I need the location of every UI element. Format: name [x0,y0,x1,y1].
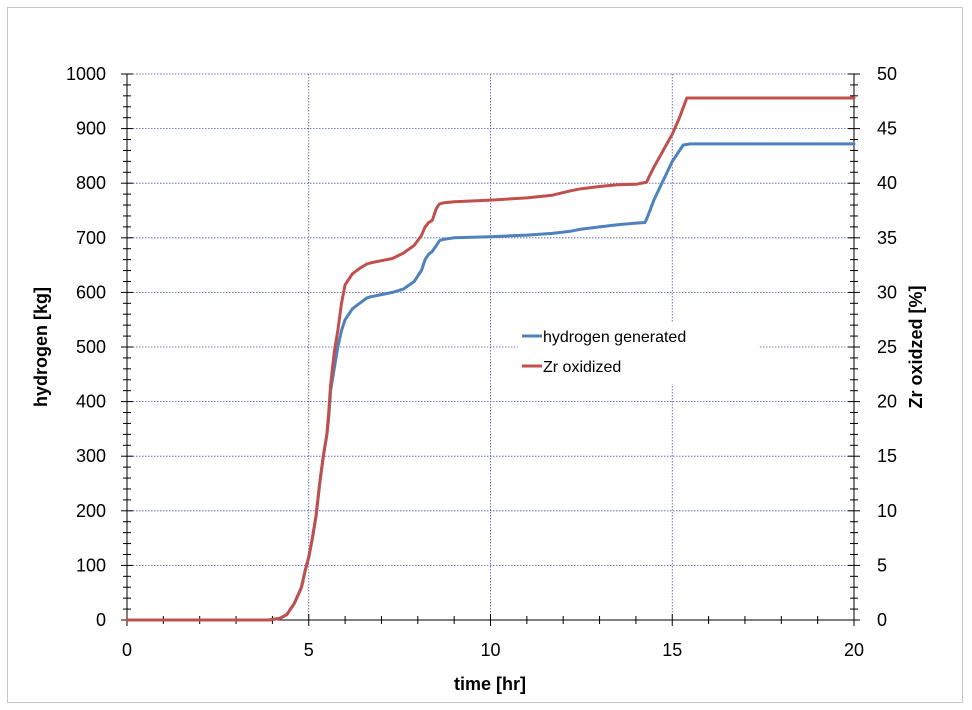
y2-tick-label: 50 [877,64,897,84]
y-tick-label: 800 [76,173,106,193]
legend-label-zr: Zr oxidized [543,359,621,376]
x-tick-label: 15 [662,640,682,660]
x-tick-label: 0 [122,640,132,660]
legend-label-hydrogen: hydrogen generated [543,329,686,346]
y-tick-label: 300 [76,446,106,466]
y-tick-label: 900 [76,119,106,139]
y2-tick-label: 15 [877,446,897,466]
y2-tick-label: 45 [877,119,897,139]
x-tick-label: 5 [304,640,314,660]
y-tick-label: 200 [76,501,106,521]
x-axis-title: time [hr] [454,674,526,694]
x-tick-label: 20 [844,640,864,660]
y2-tick-label: 0 [877,610,887,630]
legend-background [518,322,758,384]
y2-tick-label: 25 [877,337,897,357]
y2-tick-labels: 0 5 10 15 20 25 30 35 40 45 50 [877,64,897,630]
y-tick-label: 100 [76,555,106,575]
y-tick-label: 500 [76,337,106,357]
y-tick-label: 0 [96,610,106,630]
y-tick-labels: 0 100 200 300 400 500 600 700 800 900 1000 [66,64,106,630]
y-tick-label: 700 [76,228,106,248]
y-tick-label: 1000 [66,64,106,84]
series-line-zr [125,96,856,622]
y2-axis-title: Zr oxidzed [%] [906,285,926,408]
y-tick-label: 400 [76,392,106,412]
legend: hydrogen generated Zr oxidized [518,322,758,384]
y2-tick-label: 10 [877,501,897,521]
y2-tick-label: 30 [877,282,897,302]
y2-tick-label: 35 [877,228,897,248]
x-tick-label: 10 [480,640,500,660]
y2-tick-label: 40 [877,173,897,193]
x-tick-labels: 0 5 10 15 20 [122,640,864,660]
y2-tick-label: 5 [877,555,887,575]
series-lines [125,96,856,622]
y-tick-label: 600 [76,282,106,302]
y-axis-title: hydrogen [kg] [31,287,51,407]
y2-tick-label: 20 [877,392,897,412]
chart-frame [7,7,963,703]
